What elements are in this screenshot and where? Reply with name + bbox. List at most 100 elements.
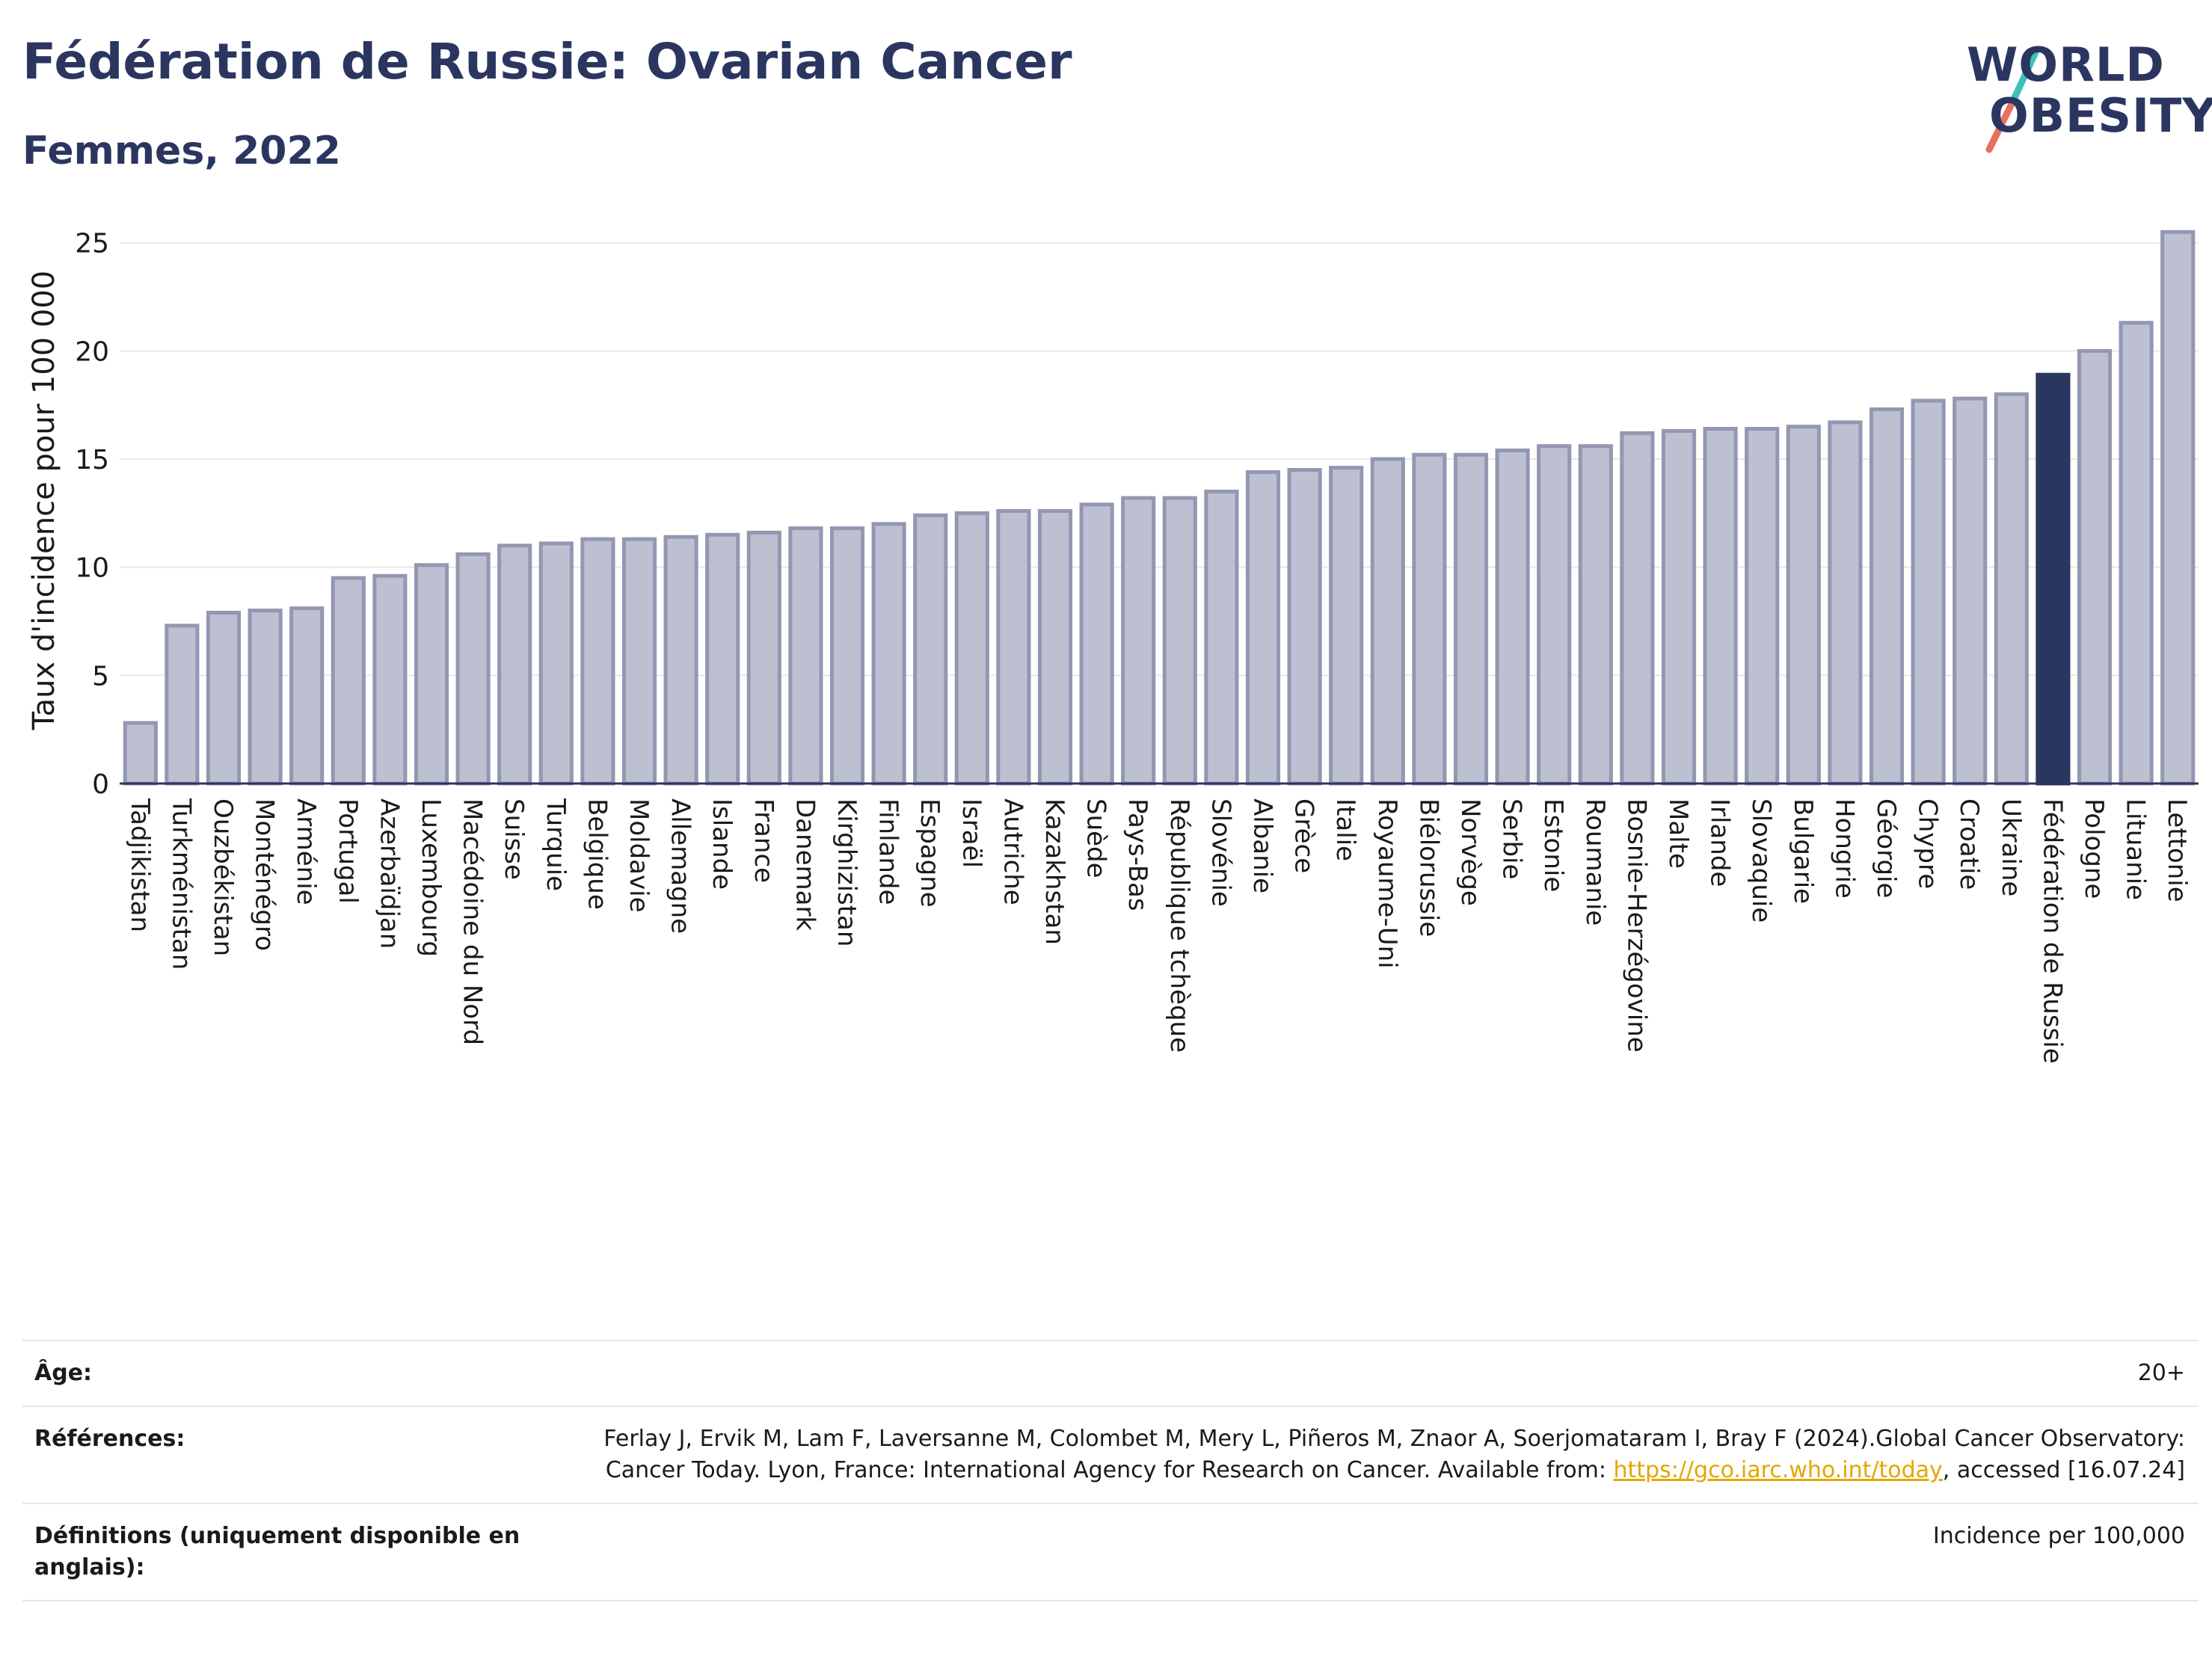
x-tick-label: Turquie [541, 798, 571, 891]
bar [913, 513, 948, 786]
bar [206, 610, 242, 786]
bar [1412, 452, 1447, 786]
y-tick-label: 0 [92, 769, 109, 800]
x-tick-label: Bosnie-Herzégovine [1621, 798, 1651, 1053]
y-tick-label: 20 [75, 336, 109, 367]
age-value: 20+ [2137, 1360, 2185, 1386]
x-tick-label: Suisse [499, 798, 529, 880]
x-tick-label: Ouzbékistan [208, 798, 238, 956]
x-tick-label: Turkménistan [166, 798, 196, 970]
bar [1453, 452, 1489, 786]
x-tick-label: Biélorussie [1413, 798, 1443, 937]
bar [1620, 431, 1655, 786]
references-link[interactable]: https://gco.iarc.who.int/today [1613, 1457, 1943, 1483]
footer-table: Âge: 20+ Références: Ferlay J, Ervik M, … [22, 1340, 2199, 1601]
bar [996, 508, 1031, 786]
bar [1578, 444, 1613, 786]
x-tick-label: Géorgie [1871, 798, 1901, 898]
x-tick-label: Allemagne [666, 798, 695, 934]
x-tick-label: Moldavie [624, 798, 654, 913]
bar [1745, 427, 1780, 786]
x-tick-label: Belgique [582, 798, 612, 910]
x-tick-label: Serbie [1497, 798, 1527, 879]
y-tick-label: 25 [75, 229, 109, 259]
x-tick-label: Hongrie [1829, 798, 1859, 899]
bar [1329, 466, 1364, 786]
definitions-value: Incidence per 100,000 [1932, 1523, 2185, 1549]
x-tick-label: Israël [956, 798, 986, 868]
x-tick-label: Royaume-Uni [1372, 798, 1402, 969]
x-tick-label: Macédoine du Nord [458, 798, 488, 1045]
x-tick-label: Pologne [2079, 798, 2109, 899]
x-tick-label: Arménie [291, 798, 321, 905]
y-tick-label: 15 [75, 445, 109, 475]
x-axis-labels: Tadjikistan Turkménistan Ouzbékistan Montén… [125, 798, 2192, 1064]
references-text: Ferlay J, Ervik M, Lam F, Laversanne M, … [603, 1426, 2185, 1483]
bar [538, 541, 574, 786]
bar [580, 537, 615, 786]
bar [1953, 396, 1988, 786]
bar [1661, 428, 1697, 786]
bar [746, 530, 781, 786]
x-tick-label: République tchèque [1164, 798, 1194, 1053]
x-tick-label: Azerbaïdjan [374, 798, 404, 949]
bar [1703, 427, 1738, 786]
bar [497, 544, 532, 786]
bar [1495, 448, 1530, 786]
y-axis-label: Taux d'incidence pour 100 000 [27, 271, 61, 730]
x-tick-label: Italie [1330, 798, 1360, 861]
bar [455, 552, 491, 786]
bar [1537, 444, 1572, 786]
bar [1370, 457, 1405, 786]
y-tick-label: 10 [75, 553, 109, 584]
x-tick-label: Norvège [1455, 798, 1485, 906]
bar [705, 532, 740, 786]
logo-text-obesity: OBESITY [1989, 88, 2212, 143]
bar [414, 563, 449, 786]
x-tick-label: Islande [707, 798, 737, 890]
bar-chart: 0 5 10 15 20 25 Tadjikistan Turkménistan Ouzbék… [27, 229, 2199, 1064]
bar [2077, 348, 2113, 786]
x-tick-label: Tadjikistan [125, 798, 155, 932]
references-accessed: , accessed [16.07.24] [1942, 1457, 2185, 1483]
x-tick-label: Luxembourg [416, 798, 446, 957]
bar [2160, 230, 2196, 786]
bar [331, 576, 366, 786]
bar [1245, 470, 1281, 786]
bar [165, 624, 200, 786]
y-tick-label: 5 [92, 661, 109, 692]
bar-highlight [2036, 372, 2071, 786]
page-title: Fédération de Russie: Ovarian Cancer [22, 33, 1072, 90]
bar [289, 606, 325, 786]
x-tick-label: Autriche [998, 798, 1027, 905]
bar [1162, 496, 1197, 786]
x-tick-label: Ukraine [1996, 798, 2026, 896]
x-tick-label: Espagne [915, 798, 944, 908]
x-tick-label: Bulgarie [1788, 798, 1818, 904]
x-tick-label: Malte [1663, 798, 1693, 869]
logo-text-world: WORLD [1967, 37, 2165, 92]
bar [372, 573, 408, 786]
logo-slash-icon [1985, 49, 2039, 153]
x-tick-label: Slovaquie [1746, 798, 1776, 923]
footer-row-definitions: Définitions (uniquement disponible en an… [22, 1503, 2199, 1601]
bar [1204, 489, 1239, 786]
x-tick-label: Kirghizistan [832, 798, 861, 946]
x-tick-label: Chypre [1913, 798, 1943, 889]
x-tick-label: Irlande [1705, 798, 1735, 887]
bar [1828, 420, 1863, 786]
references-label: Références: [34, 1426, 185, 1452]
x-tick-label: Suède [1081, 798, 1111, 878]
bar [663, 535, 698, 786]
bar [954, 511, 989, 786]
x-tick-label: Croatie [1954, 798, 1984, 890]
bars [120, 230, 2199, 786]
bar [1121, 496, 1156, 786]
page-subtitle: Femmes, 2022 [22, 129, 341, 173]
age-label: Âge: [34, 1360, 93, 1386]
bar [788, 526, 823, 786]
bar [2119, 321, 2154, 786]
x-tick-label: Estonie [1538, 798, 1568, 892]
bar [871, 522, 906, 786]
x-tick-label: Lettonie [2162, 798, 2192, 902]
